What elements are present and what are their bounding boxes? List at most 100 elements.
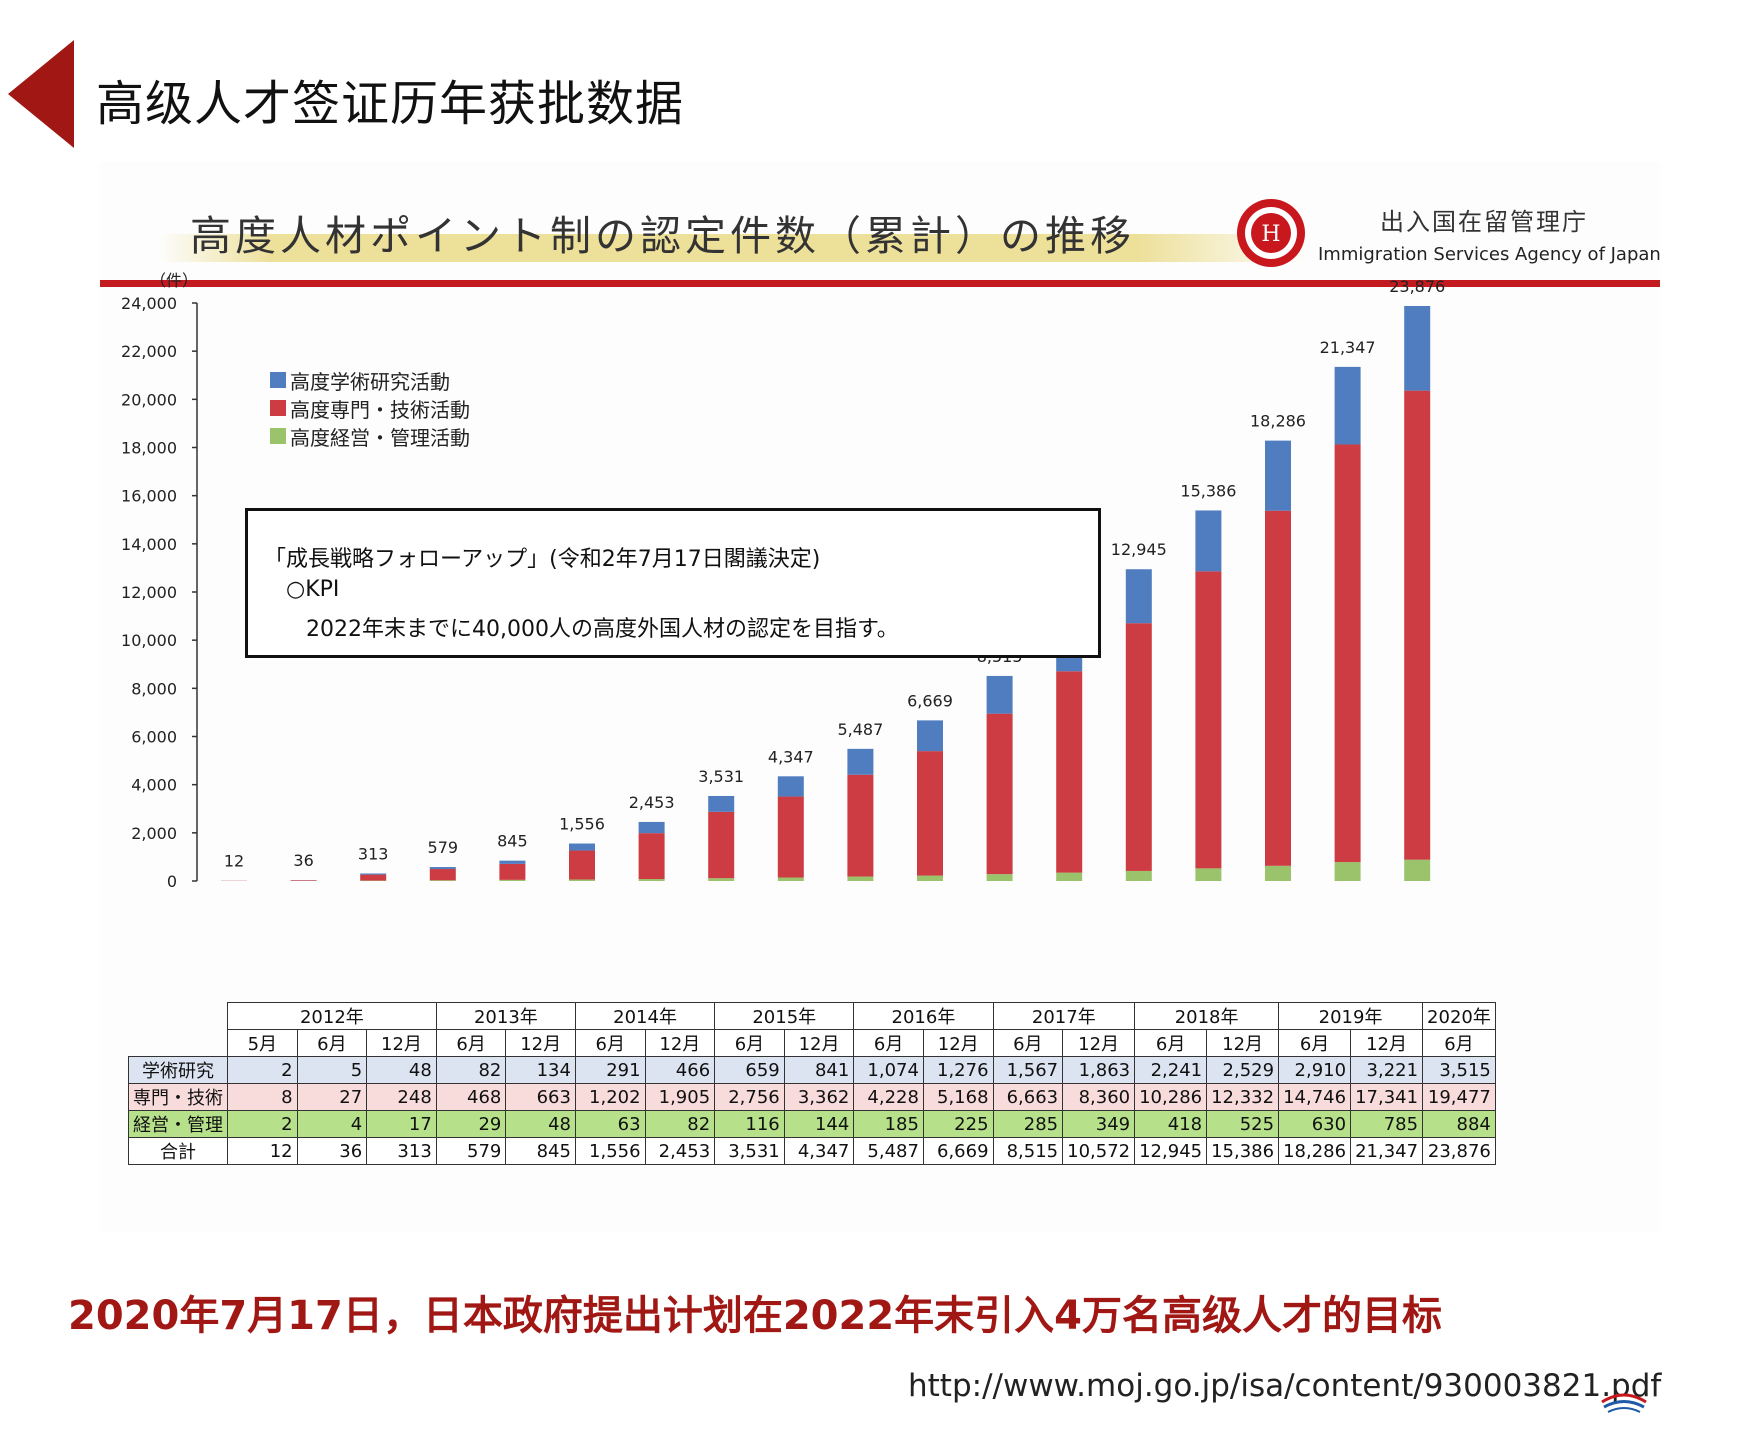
bar-segment <box>499 879 526 881</box>
y-tick-label: 6,000 <box>131 728 177 747</box>
table-month-header: 6月 <box>1422 1029 1496 1057</box>
table-cell: 1,905 <box>644 1083 716 1111</box>
table-cell: 349 <box>1062 1110 1136 1138</box>
y-tick-label: 20,000 <box>121 390 177 409</box>
table-cell: 12,332 <box>1206 1083 1280 1111</box>
table-cell: 841 <box>783 1056 855 1084</box>
table-cell: 630 <box>1278 1110 1352 1138</box>
table-cell: 134 <box>505 1056 576 1084</box>
bar-segment <box>569 850 595 880</box>
y-tick-label: 4,000 <box>131 776 177 795</box>
bar-total-label: 18,286 <box>1250 412 1306 431</box>
table-month-header: 12月 <box>366 1029 437 1057</box>
table-month-header: 12月 <box>1350 1029 1424 1057</box>
table-year-header: 2020年 <box>1422 1002 1496 1030</box>
table-month-header: 5月 <box>227 1029 298 1057</box>
bar-total-label: 5,487 <box>837 720 883 739</box>
bar-segment <box>1125 870 1152 881</box>
table-row-mgmt: 経営・管理 2 4 17 29 48 63 82 116 144 185 225 285 349 418 52… <box>128 1110 1496 1138</box>
table-cell: 116 <box>714 1110 785 1138</box>
y-axis-unit-label: （件） <box>150 271 198 290</box>
bar-segment <box>1125 569 1152 624</box>
data-table: 2012年 2013年 2014年 2015年 2016年 2017年 2018年 2019年… <box>128 1002 1496 1165</box>
table-cell: 5,487 <box>853 1137 924 1165</box>
table-cell: 2,756 <box>714 1083 785 1111</box>
table-cell: 5 <box>296 1056 368 1084</box>
legend-swatch-professional <box>270 400 286 416</box>
table-cell: 845 <box>505 1137 576 1165</box>
table-cell: 12,945 <box>1134 1137 1208 1165</box>
table-row-label: 専門・技術 <box>128 1083 228 1111</box>
table-month-header: 12月 <box>505 1029 576 1057</box>
table-cell: 2,453 <box>644 1137 716 1165</box>
table-cell: 82 <box>435 1056 507 1084</box>
table-cell: 663 <box>505 1083 576 1111</box>
table-cell: 27 <box>296 1083 368 1111</box>
table-cell: 2,910 <box>1278 1056 1352 1084</box>
table-row-total: 合計 12 36 313 579 845 1,556 2,453 3,531 4,347 5,487… <box>128 1137 1496 1165</box>
table-year-header: 2019年 <box>1278 1002 1424 1030</box>
table-cell: 6,663 <box>992 1083 1064 1111</box>
bar-segment <box>1195 510 1222 572</box>
kpi-heading: 「成長戦略フォローアップ」(令和2年7月17日閣議決定) <box>264 547 821 572</box>
bar-segment <box>917 875 943 881</box>
table-month-header: 6月 <box>1278 1029 1352 1057</box>
y-tick-label: 18,000 <box>121 439 177 458</box>
bar-segment <box>708 795 735 812</box>
bar-total-label: 23,876 <box>1389 277 1445 296</box>
bar-total-label: 6,669 <box>907 691 953 710</box>
bar-segment <box>360 873 387 875</box>
bar-segment <box>1334 444 1361 863</box>
table-cell: 29 <box>435 1110 507 1138</box>
legend-item-professional: 高度専門・技術活動 <box>270 394 470 422</box>
table-corner-cell <box>128 1029 228 1057</box>
agency-name-en: Immigration Services Agency of Japan <box>1318 244 1661 265</box>
table-cell: 8,515 <box>992 1137 1064 1165</box>
table-cell: 10,286 <box>1134 1083 1208 1111</box>
table-cell: 3,362 <box>783 1083 855 1111</box>
table-cell: 15,386 <box>1206 1137 1280 1165</box>
bar-segment <box>638 833 665 880</box>
slide-image: 高度人材ポイント制の認定件数（累計）の推移 H 出入国在留管理庁 Immigra… <box>100 162 1661 1232</box>
bar-segment <box>1404 859 1431 881</box>
bar-segment <box>569 843 595 851</box>
table-cell: 225 <box>922 1110 994 1138</box>
table-cell: 8,360 <box>1062 1083 1136 1111</box>
y-tick-label: 8,000 <box>131 679 177 698</box>
table-cell: 48 <box>366 1056 437 1084</box>
title-highlight-band <box>158 234 1308 262</box>
table-cell: 248 <box>366 1083 437 1111</box>
table-cell: 21,347 <box>1350 1137 1424 1165</box>
bar-segment <box>1265 440 1291 511</box>
table-year-header: 2013年 <box>435 1002 576 1030</box>
table-cell: 1,863 <box>1062 1056 1136 1084</box>
table-month-header: 6月 <box>435 1029 507 1057</box>
y-tick-label: 22,000 <box>121 342 177 361</box>
bar-segment <box>917 751 943 876</box>
table-row-label: 学術研究 <box>128 1056 228 1084</box>
table-cell: 313 <box>366 1137 437 1165</box>
agency-name-jp: 出入国在留管理庁 <box>1380 208 1588 236</box>
bar-segment <box>1265 510 1291 866</box>
table-cell: 418 <box>1134 1110 1208 1138</box>
bar-segment <box>777 796 804 878</box>
bar-segment <box>708 878 735 881</box>
table-cell: 10,572 <box>1062 1137 1136 1165</box>
table-month-header: 6月 <box>992 1029 1064 1057</box>
chart-legend: 高度学術研究活動 高度専門・技術活動 高度経営・管理活動 <box>270 366 470 450</box>
table-cell: 4 <box>296 1110 368 1138</box>
agency-emblem-icon: H <box>1235 197 1307 273</box>
table-row-label: 経営・管理 <box>128 1110 228 1138</box>
table-cell: 185 <box>853 1110 924 1138</box>
bar-segment <box>1056 671 1083 873</box>
table-cell: 23,876 <box>1422 1137 1496 1165</box>
table-row-label: 合計 <box>128 1137 228 1165</box>
y-tick-label: 14,000 <box>121 535 177 554</box>
table-cell: 785 <box>1350 1110 1424 1138</box>
table-year-header: 2018年 <box>1134 1002 1280 1030</box>
table-cell: 285 <box>992 1110 1064 1138</box>
bar-total-label: 579 <box>428 838 459 857</box>
y-tick-label: 16,000 <box>121 487 177 506</box>
bar-total-label: 4,347 <box>768 747 814 766</box>
source-url: http://www.moj.go.jp/isa/content/9300038… <box>908 1368 1662 1404</box>
